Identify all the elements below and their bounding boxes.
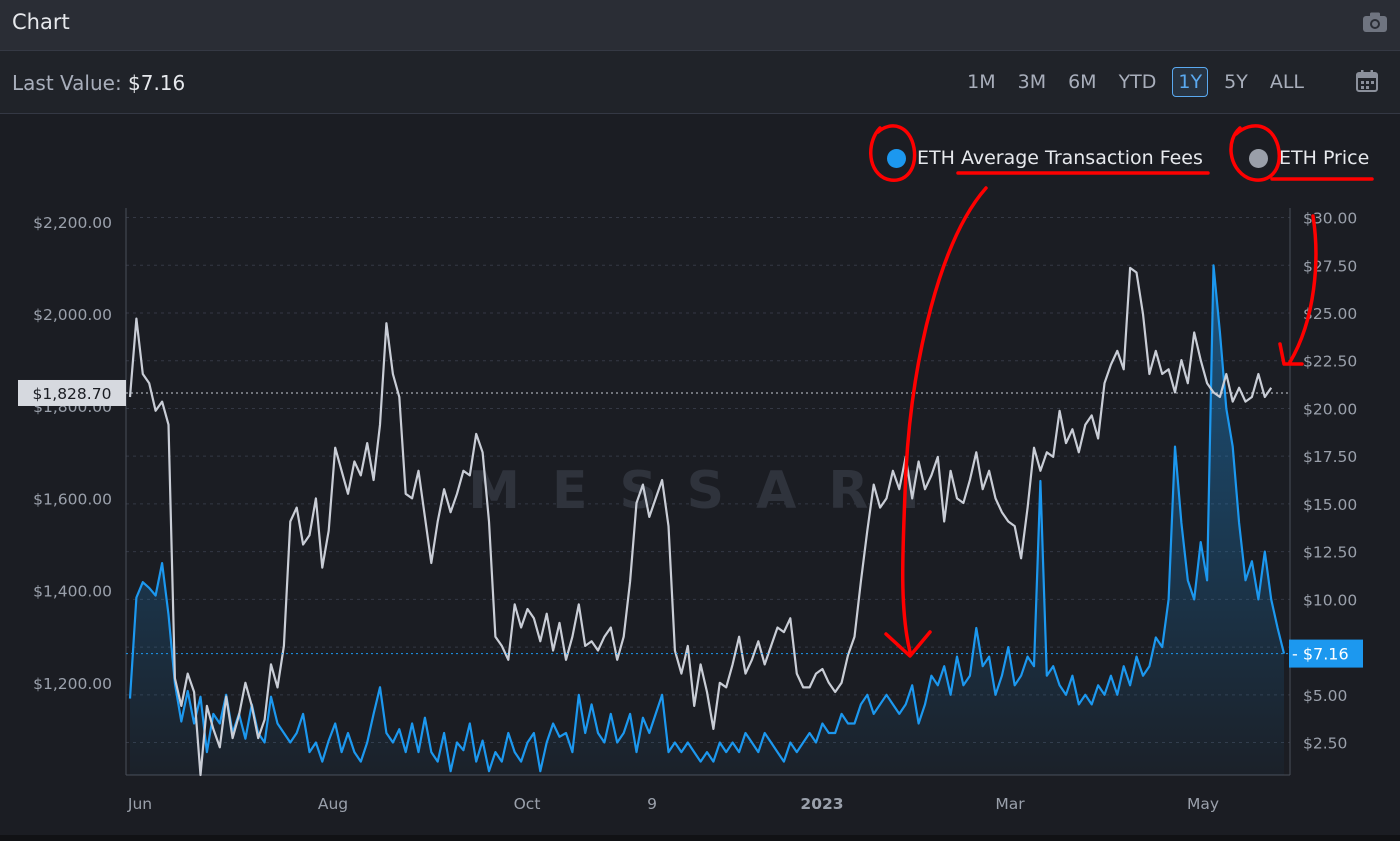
range-ytd-button[interactable]: YTD bbox=[1118, 71, 1157, 93]
crosshair-label: $1,828.70 bbox=[33, 385, 112, 403]
legend-item-price[interactable]: ETH Price bbox=[1249, 147, 1369, 169]
right-tick-label-1: $5.00 bbox=[1303, 687, 1347, 705]
legend-fees-swatch bbox=[887, 148, 906, 168]
left-tick-label-2: $1,600.00 bbox=[33, 490, 112, 508]
left-tick-label-4: $2,000.00 bbox=[33, 306, 112, 324]
range-5y-button[interactable]: 5Y bbox=[1224, 71, 1248, 93]
right-tick-label-8: $22.50 bbox=[1303, 353, 1357, 371]
legend-fees-label: ETH Average Transaction Fees bbox=[917, 147, 1203, 169]
chart-header: Chart bbox=[0, 0, 1400, 51]
price-line bbox=[128, 266, 1273, 777]
right-tick-label-6: $17.50 bbox=[1303, 448, 1357, 466]
x-tick-label-5: Mar bbox=[995, 795, 1025, 813]
chart-title: Chart bbox=[12, 10, 70, 34]
x-tick-label-4: 2023 bbox=[800, 795, 843, 813]
right-tick-label-4: $12.50 bbox=[1303, 544, 1357, 562]
right-tick-label-7: $20.00 bbox=[1303, 400, 1357, 418]
last-value: $7.16 bbox=[128, 71, 186, 95]
crosshair-label-box bbox=[18, 379, 126, 406]
left-tick-label-0: $1,200.00 bbox=[33, 675, 112, 693]
camera-icon[interactable] bbox=[1362, 11, 1388, 33]
legend-item-fees[interactable]: ETH Average Transaction Fees bbox=[887, 147, 1203, 169]
range-all-button[interactable]: ALL bbox=[1269, 71, 1304, 93]
right-tick-label-0: $2.50 bbox=[1303, 735, 1347, 753]
range-3m-button[interactable]: 3M bbox=[1017, 71, 1047, 93]
range-6m-button[interactable]: 6M bbox=[1068, 71, 1097, 93]
last-value-box bbox=[1289, 639, 1363, 668]
x-tick-label-3: 9 bbox=[647, 795, 657, 813]
right-tick-label-11: $30.00 bbox=[1303, 210, 1357, 228]
last-value-label: Last Value: bbox=[12, 71, 122, 95]
legend-price-label: ETH Price bbox=[1279, 147, 1370, 169]
bottom-border bbox=[0, 835, 1400, 841]
chart-plot: MESSARI$1,200.00$1,400.00$1,600.00$1,800… bbox=[18, 208, 1363, 813]
watermark: MESSARI bbox=[468, 461, 951, 521]
fees-area bbox=[130, 265, 1284, 775]
calendar-icon[interactable] bbox=[1355, 69, 1379, 93]
left-tick-label-1: $1,400.00 bbox=[33, 583, 112, 601]
right-tick-label-9: $25.00 bbox=[1303, 305, 1357, 323]
fees-line bbox=[128, 264, 1286, 773]
right-tick-label-5: $15.00 bbox=[1303, 496, 1357, 514]
left-tick-label-5: $2,200.00 bbox=[33, 214, 112, 232]
x-tick-label-1: Aug bbox=[318, 795, 348, 813]
x-tick-label-2: Oct bbox=[514, 795, 541, 813]
right-tick-label-10: $27.50 bbox=[1303, 257, 1357, 275]
range-1y-button[interactable]: 1Y bbox=[1172, 67, 1209, 97]
x-tick-label-0: Jun bbox=[127, 795, 152, 813]
legend-price-swatch bbox=[1249, 148, 1268, 168]
last-value-label: - $7.16 bbox=[1292, 645, 1349, 664]
range-selector: 1M 3M 6M YTD 1Y 5Y ALL bbox=[961, 67, 1310, 97]
chart-legend: ETH Average Transaction Fees ETH Price bbox=[0, 115, 1400, 195]
chart-toolbar: Last Value: $7.16 1M 3M 6M YTD 1Y 5Y ALL bbox=[0, 51, 1400, 114]
right-tick-label-3: $10.00 bbox=[1303, 591, 1357, 609]
x-tick-label-6: May bbox=[1187, 795, 1219, 813]
range-1m-button[interactable]: 1M bbox=[967, 71, 996, 93]
